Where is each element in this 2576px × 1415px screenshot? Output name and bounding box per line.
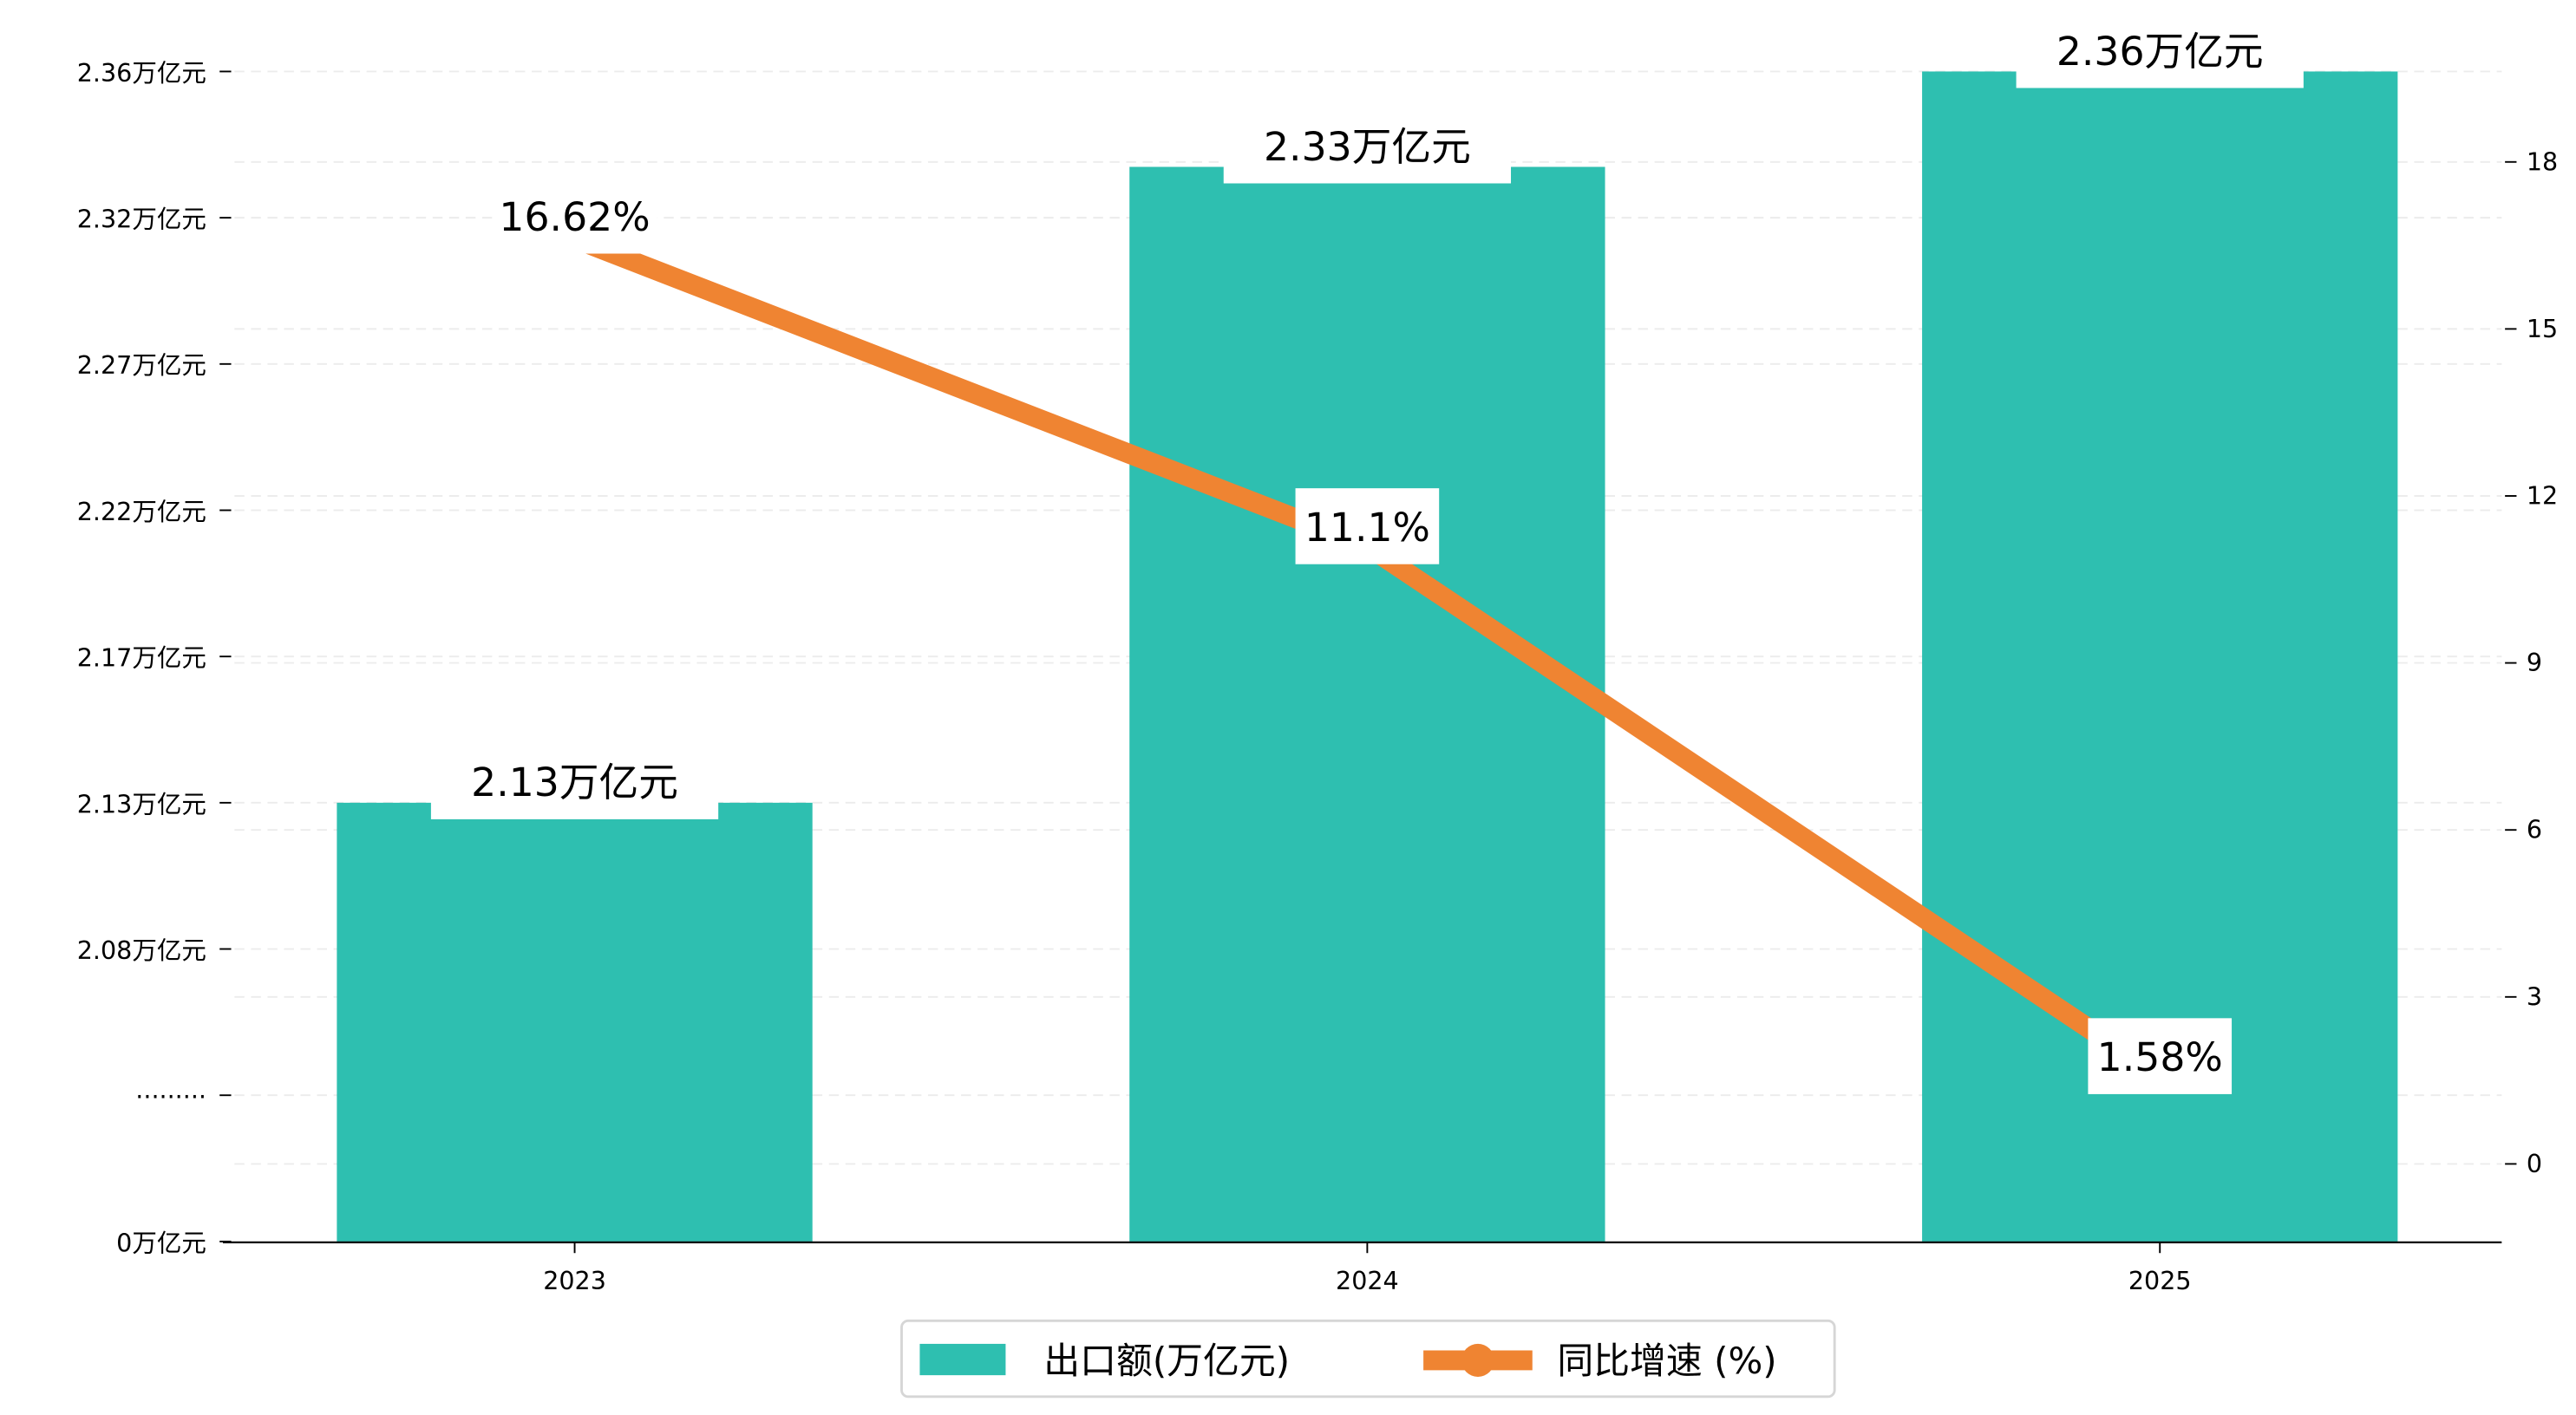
line-label-box <box>1295 488 1440 564</box>
left-tick-label: 2.08万亿元 <box>77 936 206 965</box>
left-tick-label: 2.36万亿元 <box>77 58 206 88</box>
x-tick-label: 2023 <box>543 1266 606 1295</box>
left-axis-ticks: 0万亿元 ········· 2.08万亿元 2.13万亿元 2.17万亿元 2.22万亿… <box>77 58 232 1257</box>
left-tick-label: 2.13万亿元 <box>77 789 206 818</box>
line-label-box <box>2088 1018 2233 1094</box>
right-tick-label: 0 <box>2527 1149 2542 1178</box>
bar-2023 <box>337 802 813 1242</box>
right-axis-ticks: 0 3 6 9 12 15 18 <box>2505 147 2558 1178</box>
bar-value-label: 2.13万亿元 <box>471 760 678 805</box>
left-tick-label: 2.17万亿元 <box>77 643 206 673</box>
right-tick-label: 12 <box>2527 481 2558 511</box>
bar-label-box <box>430 753 719 819</box>
left-tick-label: ········· <box>135 1082 206 1112</box>
bar-label-box <box>1223 117 1512 184</box>
legend-bar-swatch <box>919 1343 1006 1376</box>
legend-label-growth: 同比增速 (%) <box>1557 1340 1776 1382</box>
growth-value-label: 11.1% <box>1304 505 1430 551</box>
left-tick-label: 2.27万亿元 <box>77 350 206 380</box>
x-tick-label: 2025 <box>2128 1266 2192 1295</box>
legend: 出口额(万亿元) 同比增速 (%) <box>900 1319 1836 1399</box>
right-tick-label: 3 <box>2527 981 2542 1011</box>
x-tick-label: 2024 <box>1336 1266 1399 1295</box>
growth-value-label: 16.62% <box>499 194 650 240</box>
bar-label-box <box>2016 22 2304 88</box>
data-labels: 2.13万亿元 2.33万亿元 2.36万亿元 16.62% 11.1% 1.58% <box>430 22 2304 1094</box>
right-tick-label: 9 <box>2527 648 2542 677</box>
line-label-box <box>492 177 657 254</box>
x-axis-ticks: 2023 2024 2025 <box>543 1242 2192 1295</box>
left-tick-label: 2.22万亿元 <box>77 497 206 526</box>
left-tick-label: 0万亿元 <box>116 1228 206 1257</box>
legend-marker-icon <box>1461 1343 1494 1378</box>
legend-label-export: 出口额(万亿元) <box>1043 1340 1290 1382</box>
right-tick-label: 6 <box>2527 815 2542 844</box>
bar-value-label: 2.36万亿元 <box>2056 29 2264 75</box>
right-tick-label: 18 <box>2527 147 2558 176</box>
left-tick-label: 2.32万亿元 <box>77 205 206 234</box>
bar-value-label: 2.33万亿元 <box>1264 124 1471 170</box>
right-tick-label: 15 <box>2527 314 2558 343</box>
bar-2024 <box>1129 166 1605 1242</box>
growth-value-label: 1.58% <box>2097 1034 2223 1080</box>
